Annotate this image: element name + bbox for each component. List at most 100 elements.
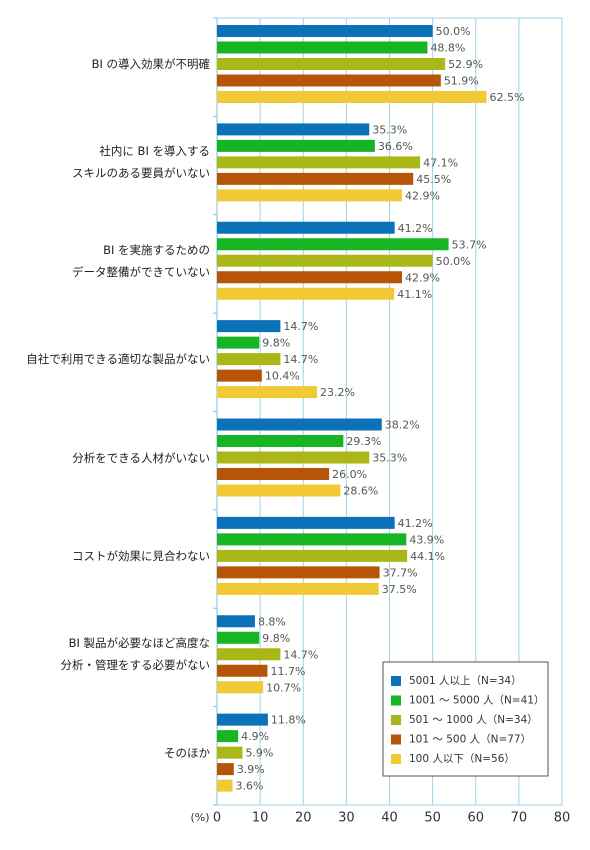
- bar: [217, 779, 233, 792]
- bar: [217, 41, 428, 54]
- bar: [217, 484, 341, 497]
- value-label: 3.6%: [236, 780, 264, 793]
- bar: [217, 648, 281, 661]
- bar: [217, 336, 260, 349]
- x-tick-label: 80: [554, 811, 571, 826]
- value-label: 8.8%: [258, 615, 286, 628]
- bar: [217, 320, 281, 333]
- bar: [217, 533, 407, 546]
- value-label: 9.8%: [262, 337, 290, 350]
- value-label: 37.5%: [382, 583, 417, 596]
- value-label: 35.3%: [372, 452, 407, 465]
- value-label: 10.4%: [265, 370, 300, 383]
- x-tick-label: 60: [467, 811, 484, 826]
- legend-swatch: [391, 695, 401, 706]
- bar: [217, 271, 403, 284]
- value-label: 10.7%: [266, 681, 301, 694]
- value-label: 14.7%: [283, 353, 318, 366]
- value-label: 9.8%: [262, 632, 290, 645]
- bar: [217, 730, 239, 743]
- bar: [217, 713, 268, 726]
- value-label: 37.7%: [383, 566, 418, 579]
- value-label: 11.8%: [271, 714, 306, 727]
- value-label: 26.0%: [332, 468, 367, 481]
- x-tick-label: 30: [338, 811, 355, 826]
- value-label: 52.9%: [448, 58, 483, 71]
- value-label: 38.2%: [385, 419, 420, 432]
- category-label: 社内に BI を導入する スキルのある要員がいない: [72, 144, 210, 181]
- value-label: 36.6%: [378, 140, 413, 153]
- value-label: 45.5%: [416, 173, 451, 186]
- value-label: 50.0%: [436, 255, 471, 268]
- legend-swatch: [391, 676, 401, 686]
- value-label: 50.0%: [436, 25, 471, 38]
- bar: [217, 582, 379, 595]
- category-label: 自社で利用できる適切な製品がない: [26, 352, 210, 367]
- bar: [217, 25, 433, 37]
- value-label: 43.9%: [409, 533, 444, 546]
- bar: [217, 58, 446, 70]
- value-label: 41.2%: [398, 517, 433, 530]
- bar: [217, 681, 264, 694]
- value-label: 47.1%: [423, 156, 458, 169]
- bar: [217, 139, 375, 152]
- bar: [217, 172, 414, 185]
- value-label: 28.6%: [343, 485, 378, 498]
- value-label: 62.5%: [490, 91, 525, 104]
- x-axis-label: (%): [190, 811, 209, 824]
- bar: [217, 451, 370, 464]
- legend-swatch: [391, 754, 401, 764]
- bar: [217, 516, 395, 529]
- bar: [217, 353, 281, 366]
- x-tick-label: 50: [424, 811, 441, 826]
- value-label: 48.8%: [430, 42, 465, 55]
- bar: [217, 664, 268, 677]
- value-label: 3.9%: [237, 763, 265, 776]
- value-label: 42.9%: [405, 189, 440, 202]
- bar: [217, 254, 433, 267]
- category-label: 分析をできる人材がいない: [72, 450, 210, 465]
- x-tick-label: 10: [252, 811, 269, 826]
- legend-label: 1001 ～ 5000 人（N=41）: [409, 695, 544, 707]
- bar: [217, 189, 403, 202]
- bar: [217, 156, 421, 169]
- category-label: BI 製品が必要なほど高度な 分析・管理をする必要がない: [60, 636, 211, 673]
- value-label: 14.7%: [283, 648, 318, 661]
- bar: [217, 418, 382, 431]
- bar: [217, 123, 370, 136]
- category-label: BI の導入効果が不明確: [91, 57, 210, 71]
- bar: [217, 435, 344, 447]
- bar: [217, 615, 255, 628]
- bar: [217, 566, 380, 579]
- value-label: 23.2%: [320, 386, 355, 399]
- value-label: 5.9%: [245, 747, 273, 760]
- x-tick-label: 20: [295, 811, 312, 826]
- value-label: 42.9%: [405, 271, 440, 284]
- x-tick-label: 40: [381, 811, 398, 826]
- value-label: 35.3%: [372, 123, 407, 136]
- bar: [217, 468, 330, 480]
- value-label: 44.1%: [410, 550, 445, 563]
- bar: [217, 631, 260, 644]
- bar: [217, 238, 449, 251]
- legend-label: 501 ～ 1000 人（N=34）: [409, 714, 538, 726]
- legend-swatch: [391, 734, 401, 745]
- value-label: 29.3%: [346, 435, 381, 448]
- legend-box: [382, 661, 549, 777]
- value-label: 14.7%: [283, 320, 318, 333]
- x-tick-label: 70: [511, 811, 528, 826]
- x-tick-label: 0: [213, 811, 221, 826]
- bar: [217, 369, 262, 382]
- value-label: 4.9%: [241, 730, 269, 743]
- bar: [217, 549, 408, 562]
- legend-label: 101 ～ 500 人（N=77）: [409, 734, 531, 746]
- category-label: BI を実施するための データ整備ができていない: [72, 242, 210, 279]
- value-label: 11.7%: [270, 665, 305, 678]
- bar: [217, 221, 395, 234]
- legend-label: 5001 人以上（N=34）: [409, 675, 522, 687]
- value-label: 53.7%: [452, 238, 487, 251]
- value-label: 41.2%: [398, 222, 433, 235]
- bar: [217, 91, 487, 103]
